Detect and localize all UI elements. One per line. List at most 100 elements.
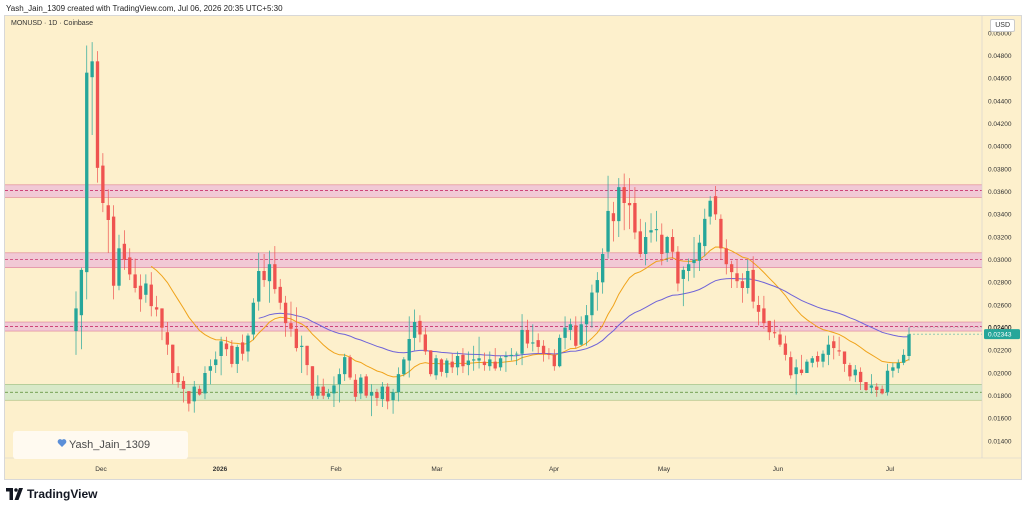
candle	[273, 246, 277, 294]
candle	[111, 205, 116, 300]
candle-body	[364, 376, 368, 396]
candle	[563, 316, 567, 350]
candle	[434, 354, 438, 380]
candle-body	[122, 243, 127, 260]
tradingview-footer[interactable]: TradingView	[6, 487, 97, 501]
candle-body	[493, 361, 497, 369]
candle-body	[531, 342, 535, 344]
resistance-zone	[5, 184, 982, 198]
candle	[611, 201, 616, 242]
candle	[224, 336, 229, 356]
candle-body	[375, 392, 379, 398]
candle-body	[735, 273, 739, 282]
ema-fast-line	[150, 246, 910, 378]
candle	[670, 229, 675, 259]
candle	[251, 298, 256, 341]
candle-body	[869, 385, 874, 388]
candle	[171, 344, 175, 385]
current-price-badge	[984, 329, 1020, 340]
candle-body	[450, 361, 454, 368]
candle-body	[815, 356, 820, 362]
chart-frame[interactable]: 0.05000 0.04800 0.04600 0.04400 0.04200 0.040…	[4, 15, 1022, 480]
y-tick-label: 0.05000	[988, 30, 1012, 37]
candle-body	[445, 360, 449, 373]
candle	[837, 336, 841, 356]
candle	[353, 374, 358, 402]
candle	[901, 349, 906, 366]
candle	[289, 301, 293, 337]
candle	[488, 351, 492, 371]
candle	[219, 336, 223, 376]
candle-body	[552, 354, 556, 367]
candle-body	[283, 302, 288, 324]
candle-body	[563, 327, 567, 338]
candle-body	[138, 285, 143, 300]
symbol-label: MONUSD · 1D · Coinbase	[11, 20, 94, 27]
candle-body	[310, 366, 315, 396]
candle-body	[278, 286, 282, 303]
candle	[869, 374, 874, 394]
candle	[595, 272, 599, 311]
candle-body	[756, 305, 761, 312]
candle	[455, 351, 460, 376]
candle-body	[224, 343, 229, 350]
candle	[337, 368, 342, 403]
candle	[138, 274, 143, 312]
y-tick-label: 0.03600	[988, 189, 1012, 196]
candle-body	[434, 358, 438, 376]
currency-button[interactable]: USD	[990, 19, 1015, 32]
candle	[402, 357, 406, 377]
y-tick-label: 0.03800	[988, 166, 1012, 173]
candle	[515, 351, 519, 366]
candle-body	[901, 354, 906, 363]
x-tick-label: Jun	[773, 466, 784, 473]
candle-body	[568, 324, 573, 330]
candle	[660, 223, 664, 266]
y-tick-label: 0.03200	[988, 234, 1012, 241]
candle-body	[724, 248, 728, 265]
x-tick-label: Jul	[886, 466, 895, 473]
candle-body	[665, 237, 669, 253]
candle	[391, 388, 395, 414]
candle-body	[380, 386, 384, 400]
candle-body	[246, 335, 250, 352]
candle-body	[799, 369, 804, 373]
candle-body	[810, 358, 814, 363]
candle	[504, 351, 508, 372]
candle-body	[740, 281, 745, 288]
candle	[343, 353, 347, 381]
candlestick-chart[interactable]: 0.05000 0.04800 0.04600 0.04400 0.04200 0.040…	[5, 16, 1021, 479]
candle-body	[197, 388, 202, 395]
candle-body	[853, 369, 857, 376]
candle-body	[848, 365, 852, 377]
candle	[708, 196, 712, 225]
candle	[541, 340, 546, 362]
candle	[461, 348, 465, 373]
candle	[520, 314, 524, 366]
candle	[257, 252, 261, 311]
candle-body	[536, 340, 540, 347]
candle	[649, 213, 653, 243]
candle-body	[697, 242, 702, 261]
candle-body	[461, 354, 465, 367]
candle-body	[343, 357, 347, 375]
candle	[316, 375, 320, 400]
candle	[590, 284, 594, 328]
candle-body	[477, 358, 481, 361]
candle	[858, 367, 863, 390]
candle-body	[348, 357, 352, 378]
candle	[305, 345, 309, 376]
candle	[536, 333, 540, 354]
candle-body	[106, 205, 110, 220]
x-tick-label: May	[658, 466, 671, 473]
candle	[832, 335, 836, 360]
candle-body	[386, 386, 390, 402]
candle	[472, 345, 476, 371]
candle	[627, 178, 632, 230]
candle-body	[391, 392, 395, 401]
y-tick-label: 0.01400	[988, 438, 1012, 445]
x-tick-label: 2026	[213, 466, 228, 473]
candle	[165, 322, 170, 355]
candle-body	[907, 334, 911, 356]
candle	[310, 366, 315, 400]
